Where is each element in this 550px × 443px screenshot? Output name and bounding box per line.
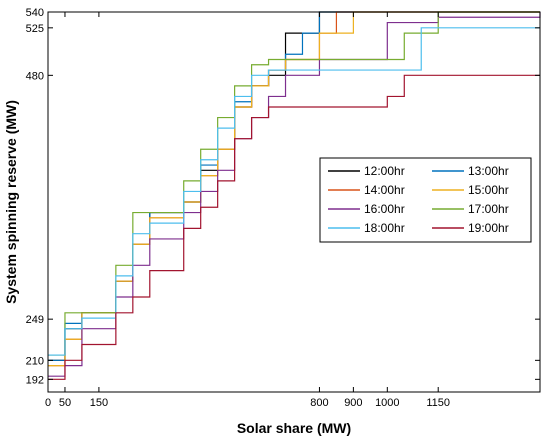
legend-label-2: 14:00hr <box>364 183 405 197</box>
series-layer <box>48 11 541 380</box>
x-tick-label-3: 800 <box>310 397 328 409</box>
x-tick-label-4: 900 <box>344 397 362 409</box>
legend-label-3: 15:00hr <box>468 183 509 197</box>
legend: 12:00hr 13:00hr 14:00hr 15:00hr 16:00hr 17:00… <box>319 157 532 243</box>
series-line-5 <box>48 11 540 356</box>
x-tick-label-5: 1000 <box>375 397 399 409</box>
legend-label-0: 12:00hr <box>364 164 405 178</box>
y-tick-label-3: 480 <box>26 70 44 82</box>
y-tick-label-2: 249 <box>26 314 44 326</box>
y-axis-title: System spinning reserve (MW) <box>3 100 19 304</box>
x-tick-label-0: 0 <box>45 397 51 409</box>
y-tick-label-1: 210 <box>26 355 44 367</box>
ticks-layer: 0 50 150 800 900 1000 1150 192 210 249 480 525 540 <box>26 7 540 409</box>
series-line-7 <box>48 74 540 380</box>
legend-label-7: 19:00hr <box>468 221 509 235</box>
series-line-6 <box>48 27 540 356</box>
y-tick-label-5: 540 <box>26 7 44 19</box>
x-tick-label-1: 50 <box>59 397 71 409</box>
y-tick-label-0: 192 <box>26 374 44 386</box>
legend-label-6: 18:00hr <box>364 221 405 235</box>
legend-label-4: 16:00hr <box>364 202 405 216</box>
x-tick-label-2: 150 <box>90 397 108 409</box>
x-axis-title: Solar share (MW) <box>237 420 351 436</box>
legend-label-5: 17:00hr <box>468 202 509 216</box>
y-tick-label-4: 525 <box>26 23 44 35</box>
legend-label-1: 13:00hr <box>468 164 509 178</box>
plot-frame <box>47 11 541 393</box>
x-tick-label-6: 1150 <box>426 397 450 409</box>
